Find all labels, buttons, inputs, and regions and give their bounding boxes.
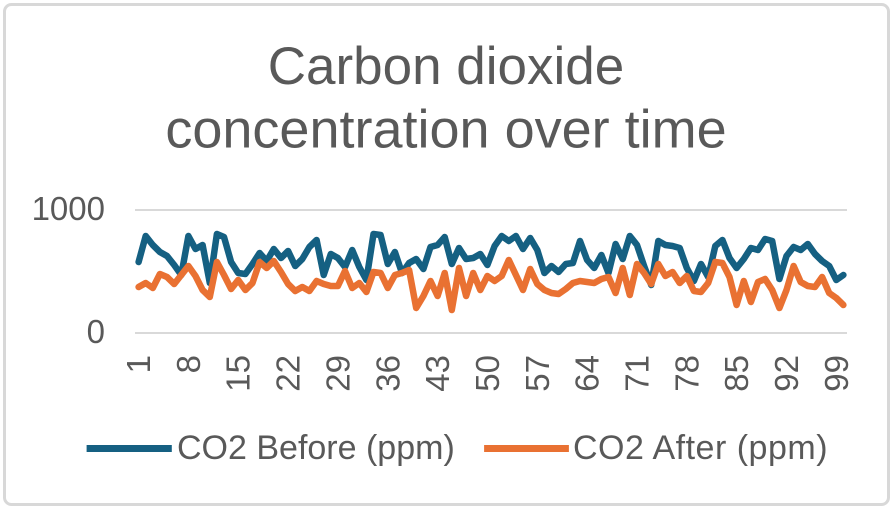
svg-text:50: 50: [469, 355, 506, 392]
svg-text:concentration over time: concentration over time: [165, 100, 726, 160]
svg-text:0: 0: [87, 313, 105, 350]
svg-text:71: 71: [619, 355, 656, 392]
svg-text:CO2 Before (ppm): CO2 Before (ppm): [177, 429, 455, 467]
svg-text:1: 1: [120, 355, 157, 373]
svg-text:64: 64: [569, 355, 606, 392]
svg-text:78: 78: [668, 355, 705, 392]
svg-text:1000: 1000: [32, 190, 105, 227]
svg-text:CO2 After (ppm): CO2 After (ppm): [573, 429, 828, 467]
svg-text:99: 99: [818, 355, 855, 392]
svg-text:15: 15: [220, 355, 257, 392]
svg-text:8: 8: [170, 355, 207, 373]
svg-text:85: 85: [718, 355, 755, 392]
svg-text:22: 22: [270, 355, 307, 392]
svg-text:43: 43: [419, 355, 456, 392]
svg-text:Carbon dioxide: Carbon dioxide: [268, 37, 625, 96]
svg-text:92: 92: [768, 355, 805, 392]
svg-text:29: 29: [319, 355, 356, 392]
svg-text:36: 36: [369, 355, 406, 392]
svg-text:57: 57: [519, 355, 556, 392]
